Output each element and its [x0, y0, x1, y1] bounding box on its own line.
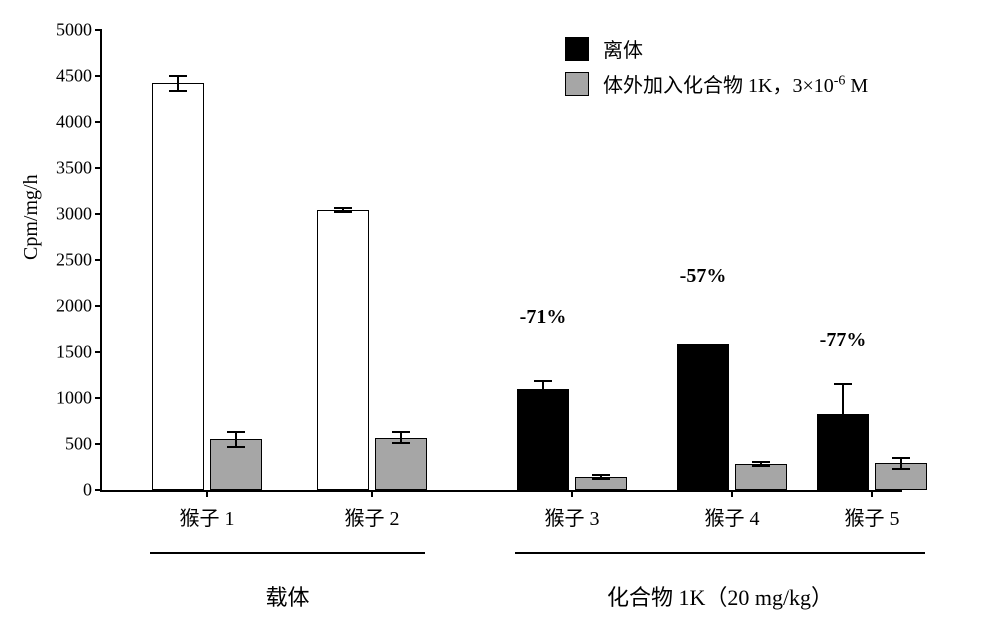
- x-category-label: 猴子 3: [545, 490, 600, 531]
- group-label: 化合物 1K（20 mg/kg）: [607, 580, 833, 612]
- error-cap-top: [752, 461, 770, 463]
- bar: [517, 389, 569, 490]
- y-tick-mark: [95, 489, 102, 491]
- bar: [735, 464, 787, 490]
- legend-swatch: [565, 72, 589, 96]
- y-tick-mark: [95, 443, 102, 445]
- error-cap-top: [534, 380, 552, 382]
- error-cap-bot: [892, 468, 910, 470]
- bar: [152, 83, 204, 490]
- error-cap-top: [169, 75, 187, 77]
- group-line: [150, 552, 425, 554]
- legend-label: 体外加入化合物 1K，3×10-6 M: [603, 69, 868, 98]
- group-line: [515, 552, 925, 554]
- error-cap-bot: [334, 211, 352, 213]
- legend-label: 离体: [603, 34, 643, 63]
- y-tick-mark: [95, 213, 102, 215]
- error-cap-bot: [227, 446, 245, 448]
- error-cap-top: [392, 431, 410, 433]
- error-cap-bot: [592, 478, 610, 480]
- error-cap-bot: [534, 395, 552, 397]
- error-cap-top: [592, 474, 610, 476]
- error-cap-bot: [834, 442, 852, 444]
- y-tick-mark: [95, 259, 102, 261]
- bar: [375, 438, 427, 490]
- y-tick-mark: [95, 397, 102, 399]
- bar: [317, 210, 369, 490]
- error-cap-top: [227, 431, 245, 433]
- error-bar: [177, 76, 179, 91]
- chart-container: Cpm/mg/h 0500100015002000250030003500400…: [0, 0, 1000, 629]
- y-tick-mark: [95, 75, 102, 77]
- y-tick-mark: [95, 305, 102, 307]
- error-bar: [542, 381, 544, 396]
- bar-value-label: -71%: [520, 306, 567, 329]
- x-category-label: 猴子 4: [705, 490, 760, 531]
- error-cap-bot: [169, 90, 187, 92]
- error-bar: [842, 384, 844, 443]
- error-bar: [235, 432, 237, 447]
- group-label: 载体: [265, 580, 309, 612]
- x-category-label: 猴子 1: [180, 490, 235, 531]
- bar-value-label: -57%: [680, 265, 727, 288]
- y-tick-mark: [95, 29, 102, 31]
- y-axis-label: Cpm/mg/h: [20, 174, 43, 260]
- error-cap-top: [892, 457, 910, 459]
- error-cap-top: [834, 383, 852, 385]
- bar-value-label: -77%: [820, 329, 867, 352]
- x-category-label: 猴子 5: [845, 490, 900, 531]
- legend-item: 体外加入化合物 1K，3×10-6 M: [565, 69, 868, 98]
- legend-swatch: [565, 37, 589, 61]
- bar: [677, 344, 729, 490]
- y-tick-mark: [95, 121, 102, 123]
- error-cap-top: [334, 207, 352, 209]
- legend-item: 离体: [565, 34, 868, 63]
- y-tick-mark: [95, 167, 102, 169]
- legend: 离体体外加入化合物 1K，3×10-6 M: [565, 34, 868, 104]
- error-cap-bot: [752, 465, 770, 467]
- error-cap-bot: [392, 442, 410, 444]
- y-tick-mark: [95, 351, 102, 353]
- x-category-label: 猴子 2: [345, 490, 400, 531]
